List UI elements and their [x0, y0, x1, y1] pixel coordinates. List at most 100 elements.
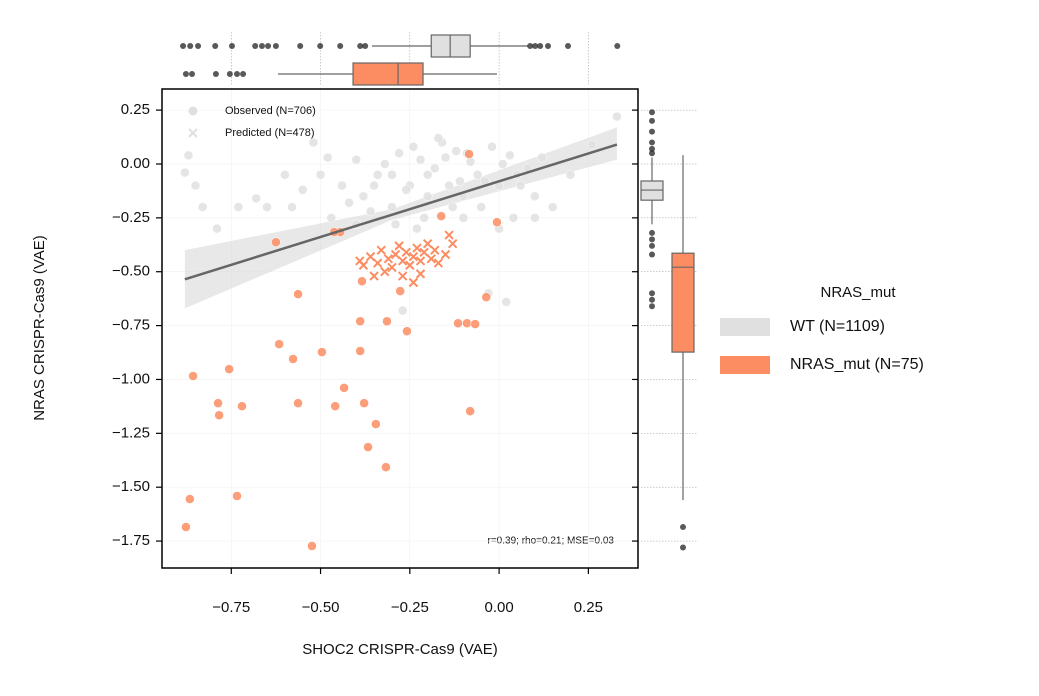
- scatter-point: [515, 180, 526, 191]
- flier: [649, 109, 655, 116]
- scatter-point: [288, 354, 298, 364]
- scatter-point: [297, 185, 308, 195]
- scatter-point: [185, 494, 195, 504]
- flier: [680, 544, 686, 551]
- flier: [649, 117, 655, 124]
- scatter-point: [422, 170, 433, 180]
- scatter-point: [344, 198, 354, 208]
- flier: [317, 43, 324, 49]
- plot-frame: [161, 88, 639, 569]
- scatter-point: [451, 146, 461, 156]
- scatter-point: [197, 202, 208, 212]
- scatter-cross: [419, 247, 429, 258]
- scatter-point: [401, 185, 411, 195]
- flier: [240, 71, 247, 77]
- y-tick-label: −1.25: [112, 424, 150, 441]
- scatter-cross: [433, 258, 444, 268]
- legend-patch: [720, 356, 770, 374]
- box: [352, 62, 424, 86]
- flier: [252, 43, 259, 49]
- y-tick-label: −1.50: [112, 478, 150, 495]
- scatter-point: [190, 180, 201, 191]
- scatter-cross: [355, 256, 365, 266]
- scatter-point: [183, 150, 194, 161]
- scatter-point: [419, 213, 429, 223]
- scatter-point: [408, 141, 419, 152]
- y-tick-label: −0.75: [112, 317, 150, 334]
- scatter-cross: [401, 247, 411, 258]
- flier: [195, 43, 202, 49]
- scatter-point: [537, 152, 547, 163]
- scatter-point: [455, 176, 465, 186]
- scatter-point: [224, 364, 234, 374]
- scatter-point: [359, 398, 369, 408]
- scatter-point: [317, 347, 327, 357]
- flier: [272, 43, 279, 49]
- scatter-point: [293, 398, 303, 408]
- scatter-point: [371, 419, 381, 429]
- scatter-point: [462, 318, 472, 328]
- scatter-point: [262, 202, 272, 212]
- flier: [265, 43, 272, 49]
- scatter-cross: [397, 271, 408, 281]
- scatter-point: [307, 541, 317, 551]
- flier: [649, 229, 655, 236]
- legend-label: Predicted (N=478): [225, 127, 315, 139]
- scatter-point: [387, 202, 397, 212]
- scatter-cross: [444, 230, 454, 240]
- flier: [357, 43, 364, 49]
- flier: [565, 43, 572, 49]
- scatter-point: [214, 410, 224, 420]
- confidence-band: [184, 127, 617, 309]
- x-tick-label: −0.50: [302, 599, 340, 616]
- legend-marker: [188, 128, 198, 138]
- scatter-cross: [415, 269, 426, 279]
- scatter-point: [397, 305, 408, 316]
- flier: [649, 236, 655, 243]
- scatter-point: [326, 213, 337, 223]
- scatter-point: [274, 339, 284, 349]
- scatter-point: [188, 371, 198, 381]
- y-axis-label: NRAS CRISPR-Cas9 (VAE): [31, 235, 48, 421]
- scatter-point: [365, 206, 376, 217]
- scatter-point: [180, 167, 190, 178]
- scatter-cross: [397, 256, 408, 266]
- scatter-point: [380, 159, 390, 169]
- scatter-point: [530, 213, 540, 223]
- scatter-point: [369, 180, 379, 191]
- flier: [228, 43, 235, 49]
- scatter-point: [355, 316, 365, 327]
- scatter-point: [505, 150, 515, 161]
- scatter-cross: [390, 249, 401, 260]
- y-tick-label: 0.00: [121, 155, 150, 172]
- legend-title: NRAS_mut: [820, 284, 896, 301]
- scatter-point: [395, 286, 405, 296]
- scatter-point: [508, 213, 519, 223]
- flier: [649, 145, 655, 152]
- flier: [337, 43, 344, 49]
- scatter-point: [481, 292, 491, 302]
- scatter-cross: [447, 239, 458, 249]
- flier: [212, 43, 219, 49]
- scatter-point: [232, 491, 242, 501]
- scatter-point: [492, 217, 502, 227]
- flier: [649, 290, 655, 297]
- scatter-point: [465, 157, 476, 167]
- scatter-point: [387, 170, 397, 180]
- scatter-point: [212, 223, 222, 234]
- scatter-point: [402, 326, 412, 336]
- scatter-point: [233, 202, 244, 212]
- legend-label: WT (N=1109): [790, 318, 885, 335]
- scatter-point: [381, 462, 391, 472]
- scatter-cross: [408, 251, 419, 262]
- scatter-point: [464, 149, 474, 159]
- scatter-point: [287, 202, 297, 212]
- x-tick-label: −0.75: [212, 599, 250, 616]
- scatter-cross: [383, 254, 394, 264]
- scatter-point: [587, 139, 597, 150]
- scatter-cross: [422, 239, 433, 249]
- flier: [362, 43, 369, 49]
- scatter-cross: [365, 251, 376, 262]
- scatter-point: [394, 148, 404, 158]
- x-tick-label: −0.25: [391, 599, 429, 616]
